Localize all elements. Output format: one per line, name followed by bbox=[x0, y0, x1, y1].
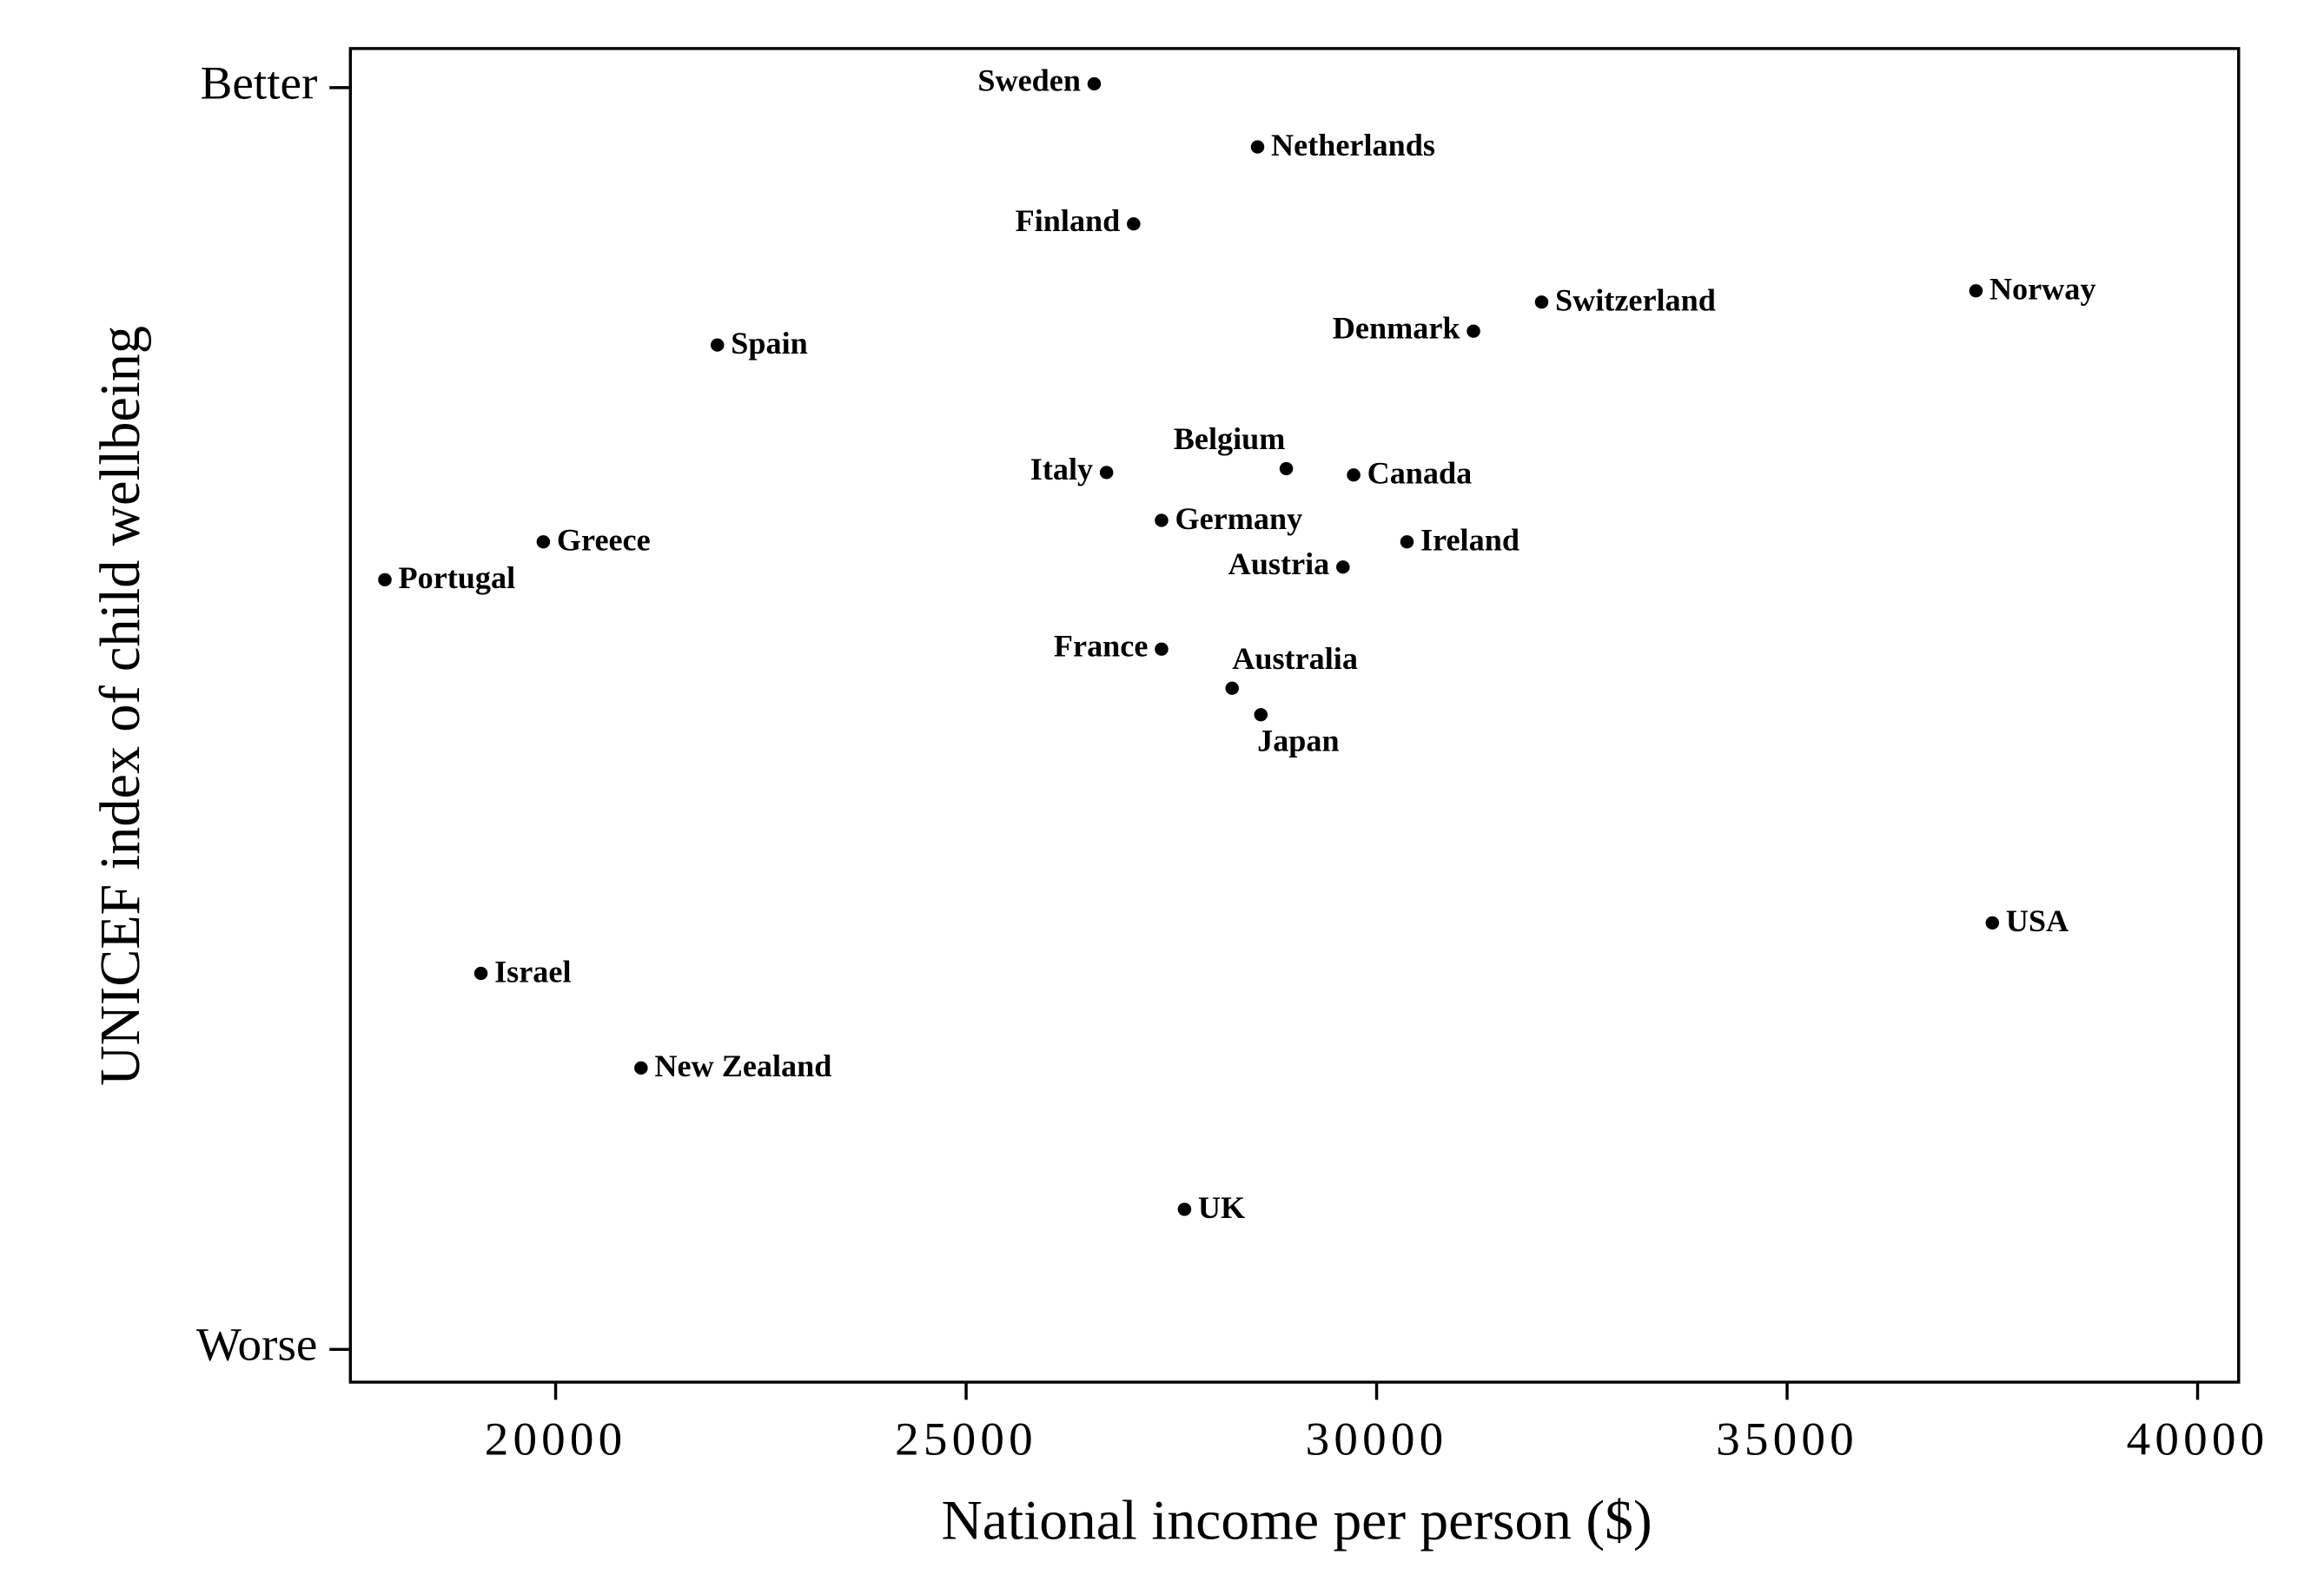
point-label: Canada bbox=[1367, 456, 1473, 491]
point-label: Japan bbox=[1257, 724, 1340, 758]
point bbox=[1250, 140, 1265, 154]
y-axis-title: UNICEF index of child wellbeing bbox=[89, 326, 152, 1086]
point-label: New Zealand bbox=[654, 1049, 831, 1084]
point-label: Norway bbox=[1990, 272, 2096, 307]
point-label: USA bbox=[2006, 904, 2069, 939]
point-label: Greece bbox=[557, 523, 651, 558]
point-label: Belgium bbox=[1174, 421, 1286, 456]
point bbox=[1099, 466, 1114, 480]
point bbox=[634, 1061, 648, 1075]
point bbox=[1279, 461, 1294, 476]
point bbox=[1467, 324, 1480, 338]
x-tick-label: 25000 bbox=[895, 1413, 1037, 1465]
point bbox=[473, 966, 488, 981]
point-label: Switzerland bbox=[1555, 283, 1716, 318]
point-label: Sweden bbox=[977, 63, 1081, 98]
x-tick-label: 40000 bbox=[2127, 1413, 2269, 1465]
x-tick-label: 30000 bbox=[1306, 1413, 1448, 1465]
point-label: Denmark bbox=[1333, 311, 1460, 346]
point-label: Netherlands bbox=[1271, 128, 1435, 162]
point bbox=[1127, 217, 1141, 231]
point-label: Israel bbox=[494, 955, 571, 989]
point bbox=[1177, 1202, 1192, 1216]
point bbox=[1347, 468, 1361, 482]
point-label: Portugal bbox=[399, 560, 516, 595]
point bbox=[1534, 295, 1549, 309]
point-label: Italy bbox=[1030, 452, 1093, 486]
point bbox=[536, 535, 551, 549]
point-label: France bbox=[1054, 629, 1149, 664]
point-label: Australia bbox=[1232, 641, 1358, 676]
point bbox=[1155, 513, 1169, 527]
y-tick-label: Worse bbox=[196, 1318, 318, 1370]
point bbox=[1969, 284, 1983, 298]
x-axis-title: National income per person ($) bbox=[942, 1490, 1652, 1552]
point bbox=[1254, 708, 1268, 722]
x-tick-label: 20000 bbox=[485, 1413, 627, 1465]
point-label: Spain bbox=[731, 326, 808, 361]
point-label: Austria bbox=[1228, 546, 1330, 581]
point-label: Germany bbox=[1175, 501, 1302, 536]
point bbox=[1985, 916, 2000, 930]
point-label: UK bbox=[1198, 1190, 1245, 1225]
point-label: Ireland bbox=[1420, 523, 1520, 558]
point bbox=[378, 572, 392, 586]
y-tick-label: Better bbox=[201, 56, 318, 109]
point bbox=[1155, 642, 1169, 656]
point bbox=[1225, 681, 1239, 695]
point-label: Finland bbox=[1016, 203, 1121, 238]
point bbox=[710, 338, 725, 352]
plot-frame bbox=[348, 47, 2241, 1384]
point bbox=[1400, 535, 1414, 549]
x-tick-label: 35000 bbox=[1716, 1413, 1858, 1465]
point bbox=[1336, 560, 1350, 574]
point bbox=[1087, 76, 1102, 91]
